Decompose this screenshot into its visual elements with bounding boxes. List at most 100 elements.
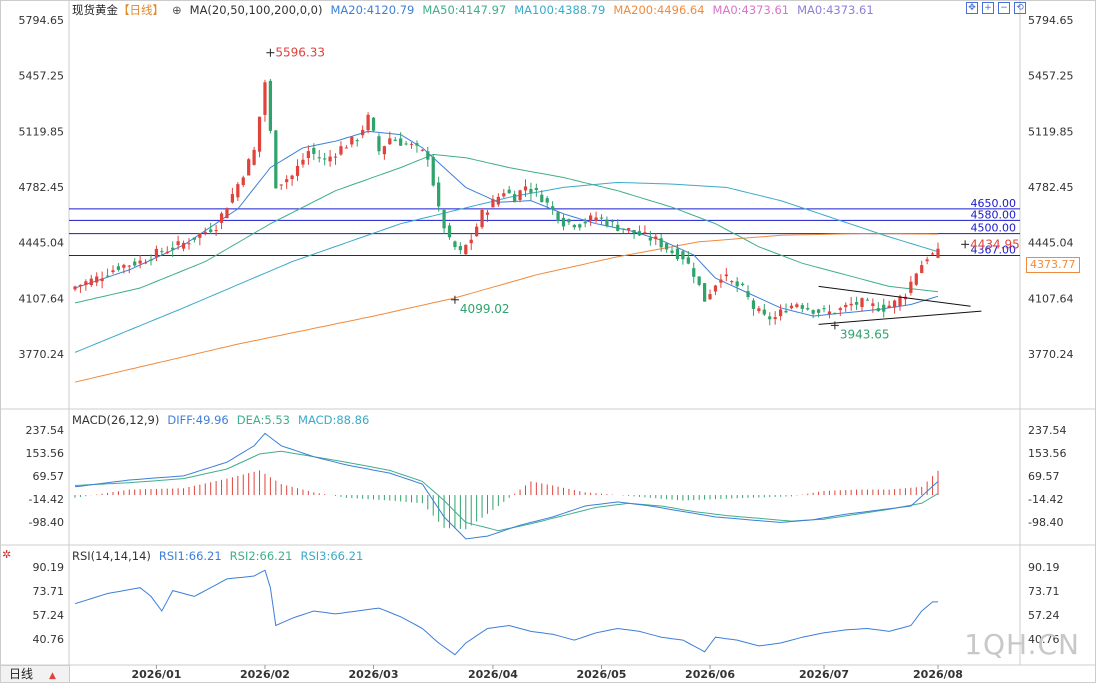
period-select[interactable]: 日线 ▲ — [0, 665, 70, 683]
price-level-label: 4650.00 — [971, 197, 1017, 210]
triangle-lower-line — [818, 310, 982, 325]
rsi-tick-right: 57.24 — [1028, 609, 1060, 622]
candle-body — [165, 251, 169, 254]
price-tick-right: 5794.65 — [1028, 14, 1074, 27]
candle-body — [773, 317, 777, 320]
candle-body — [654, 236, 658, 240]
candle-body — [469, 239, 473, 244]
candle-body — [138, 260, 142, 264]
candle-body — [355, 140, 359, 142]
rsi1-value: RSI1:66.21 — [158, 549, 222, 563]
candle-body — [659, 238, 663, 248]
candle-body — [181, 242, 186, 249]
rsi-settings-icon[interactable]: ✲ — [2, 548, 12, 561]
candle-body — [599, 217, 604, 219]
ma20-value: MA20:4120.79 — [330, 3, 415, 17]
candle-body — [865, 299, 870, 301]
candle-body — [768, 316, 772, 320]
candle-body — [518, 190, 522, 200]
candle-body — [247, 159, 251, 176]
candle-body — [377, 136, 381, 152]
candle-body — [838, 308, 842, 311]
triangle-up-icon: ▲ — [49, 671, 56, 681]
candle-body — [876, 308, 880, 312]
candle-body — [274, 130, 278, 189]
candle-body — [133, 261, 137, 266]
candle-body — [122, 264, 126, 268]
price-tick-left: 4107.64 — [19, 292, 65, 305]
watermark: 1QH.CN — [964, 628, 1080, 661]
candle-body — [409, 143, 414, 145]
ma50-line — [74, 153, 939, 304]
price-tick-right: 4782.45 — [1028, 181, 1074, 194]
current-price-tag: 4373.77 — [1026, 257, 1080, 273]
rsi-tick-right: 90.19 — [1028, 561, 1060, 574]
candle-body — [149, 259, 153, 261]
candle-body — [496, 196, 500, 205]
ma100-value: MA100:4388.79 — [514, 3, 606, 17]
candle-body — [464, 244, 468, 255]
price-tick-left: 5794.65 — [19, 14, 65, 27]
rsi-tick-left: 40.76 — [33, 633, 65, 646]
candle-body — [426, 151, 430, 160]
ma200-line — [74, 233, 938, 383]
macd-tick-right: -98.40 — [1028, 516, 1063, 529]
macd-tick-right: 237.54 — [1028, 424, 1067, 437]
time-tick-label: 2026/07 — [799, 668, 849, 681]
candle-body — [513, 194, 517, 203]
candle-body — [784, 310, 788, 313]
candle-body — [632, 229, 636, 234]
period-select-label: 日线 — [9, 667, 34, 681]
ma50-value: MA50:4147.97 — [422, 3, 507, 17]
macd-tick-left: -98.40 — [29, 516, 64, 529]
reset-icon[interactable]: ⟲ — [1014, 2, 1026, 14]
candle-body — [540, 194, 544, 203]
candle-body — [491, 199, 495, 208]
ma0a-value: MA0:4373.61 — [712, 3, 790, 17]
move-icon[interactable]: ✥ — [966, 2, 978, 14]
time-tick-label: 2026/02 — [240, 668, 290, 681]
rsi-line — [74, 569, 938, 656]
ma-settings-icon[interactable]: ⊕ — [172, 3, 182, 17]
candle-body — [415, 143, 419, 146]
candle-body — [105, 275, 110, 277]
candle-body — [431, 157, 435, 186]
price-tick-right: 4107.64 — [1028, 292, 1074, 305]
candle-body — [583, 221, 587, 224]
price-tick-right: 5119.85 — [1028, 125, 1074, 138]
candle-body — [627, 228, 631, 230]
candle-body — [89, 278, 93, 286]
macd-tick-right: -14.42 — [1028, 493, 1063, 506]
candle-body — [100, 278, 104, 282]
time-tick-label: 2026/05 — [577, 668, 627, 681]
candle-body — [643, 232, 647, 234]
price-level-label: 4580.00 — [971, 208, 1017, 221]
price-tick-right: 3770.24 — [1028, 348, 1074, 361]
candle-body — [116, 266, 121, 270]
candle-body — [816, 309, 821, 313]
candle-body — [740, 283, 745, 286]
candle-body — [795, 304, 799, 308]
macd-tick-left: 153.56 — [26, 447, 65, 460]
extreme-label: 5596.33 — [275, 46, 325, 60]
candle-body — [198, 233, 202, 238]
main-legend: 现货黄金【日线】 ⊕ MA(20,50,100,200,0,0) MA20:4120.… — [72, 3, 882, 17]
candle-body — [447, 225, 452, 238]
candle-body — [382, 146, 386, 155]
candle-body — [187, 243, 191, 245]
candle-body — [209, 229, 213, 233]
extreme-label: 4434.95 — [970, 237, 1020, 251]
macd-dea-line — [74, 450, 939, 532]
time-tick-label: 2026/03 — [349, 668, 399, 681]
candle-body — [95, 276, 99, 283]
candle-body — [301, 159, 305, 165]
ma-label: MA(20,50,100,200,0,0) — [189, 3, 323, 17]
candle-body — [214, 230, 218, 232]
macd-tick-left: 237.54 — [26, 424, 65, 437]
macd-tick-left: 69.57 — [33, 470, 65, 483]
rsi-tick-left: 57.24 — [33, 609, 65, 622]
zoom-out-icon[interactable]: − — [998, 2, 1010, 14]
candle-body — [480, 209, 484, 228]
zoom-in-icon[interactable]: + — [982, 2, 994, 14]
macd-tick-left: -14.42 — [29, 493, 64, 506]
